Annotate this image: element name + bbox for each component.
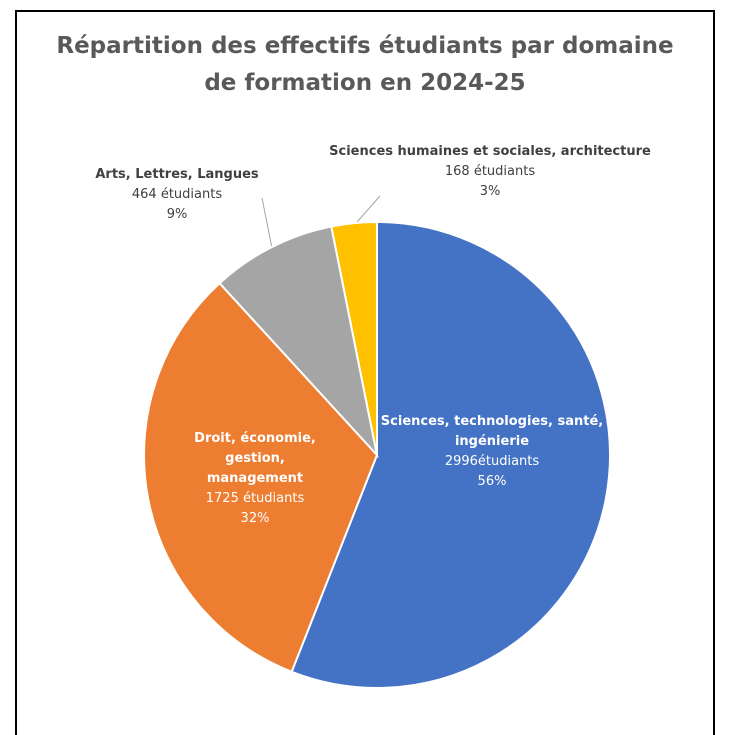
data-label: Arts, Lettres, Langues 464 étudiants 9% — [87, 165, 267, 225]
chart-title: Répartition des effectifs étudiants par … — [56, 33, 674, 96]
leader-line — [261, 197, 273, 249]
pie-slice — [143, 281, 379, 674]
percent-label: 3% — [479, 184, 501, 199]
percent-label: 56% — [477, 474, 507, 489]
pie-slice — [218, 225, 379, 459]
percent-label: 9% — [166, 207, 188, 222]
category-label: Droit, économie, gestion, management — [194, 431, 316, 486]
percent-label: 32% — [240, 511, 270, 526]
category-label: Sciences, technologies, santé, ingénieri… — [380, 414, 604, 449]
category-label: Arts, Lettres, Langues — [95, 167, 259, 182]
category-label: Sciences humaines et sociales, architect… — [329, 144, 651, 159]
value-label: 168 étudiants — [444, 164, 536, 179]
chart-frame — [15, 10, 715, 735]
pie-slice — [330, 220, 378, 456]
data-label: Sciences humaines et sociales, architect… — [325, 142, 655, 202]
pie-slice — [290, 220, 611, 689]
data-label: Sciences, technologies, santé, ingénieri… — [380, 412, 605, 492]
value-label: 2996étudiants — [444, 454, 540, 469]
value-label: 464 étudiants — [131, 187, 223, 202]
value-label: 1725 étudiants — [205, 491, 305, 506]
leader-line — [356, 195, 381, 223]
data-label: Droit, économie, gestion, management 1725… — [175, 429, 335, 529]
